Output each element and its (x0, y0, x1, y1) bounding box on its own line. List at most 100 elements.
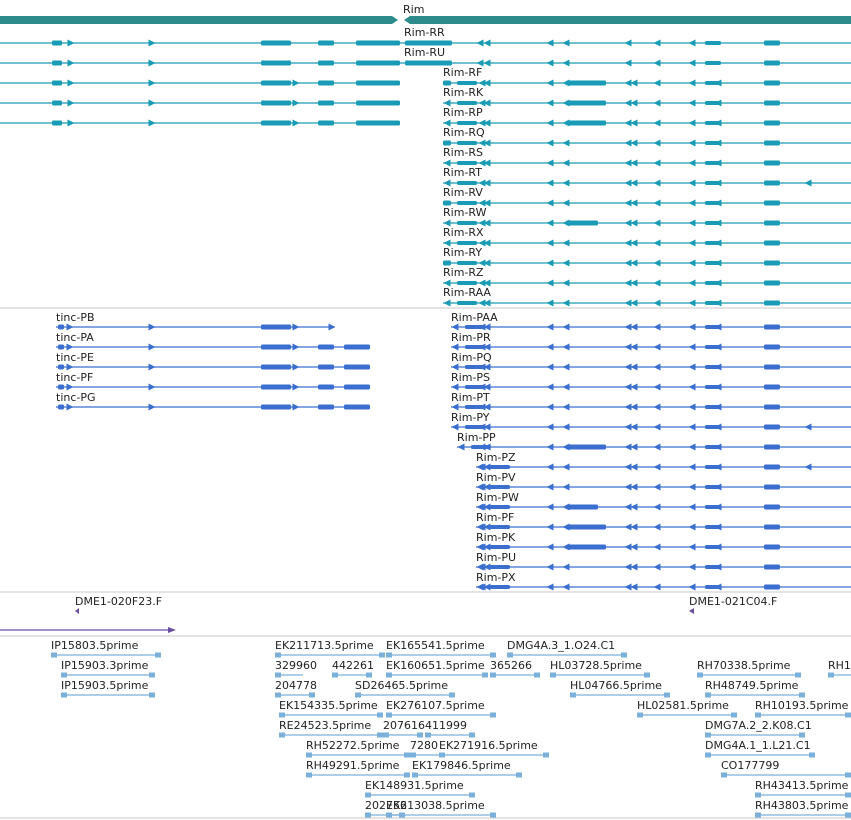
est-label[interactable]: EK179846.5prime (412, 759, 511, 772)
transcript-rim-rz[interactable]: Rim-RZ (443, 266, 851, 287)
transcript-label[interactable]: Rim-RW (443, 206, 487, 219)
transcript-label[interactable]: tinc-PG (56, 391, 96, 404)
transcript-label[interactable]: tinc-PE (56, 351, 94, 364)
transcript-tinc-pa[interactable]: tinc-PA (56, 331, 370, 351)
est-2[interactable]: IP15903.5prime (61, 679, 155, 698)
est-5[interactable]: DMG4A.3_1.O24.C1 (507, 639, 627, 658)
transcript-rim-pw[interactable]: Rim-PW (476, 491, 851, 511)
gene-rim[interactable]: Rim (0, 3, 851, 24)
est-label[interactable]: 411999 (425, 719, 467, 732)
transcript-tinc-pb[interactable]: tinc-PB (56, 311, 336, 331)
est-label[interactable]: 365266 (490, 659, 532, 672)
est-22[interactable]: 207616 (383, 719, 425, 738)
est-label[interactable]: EK276107.5prime (386, 699, 485, 712)
est-25[interactable]: RH52272.5prime (306, 739, 410, 758)
est-4[interactable]: EK165541.5prime (386, 639, 496, 658)
transcript-label[interactable]: Rim-RT (443, 166, 482, 179)
est-13[interactable]: 204778 (275, 679, 317, 698)
est-label[interactable]: DMG4A.1_1.L21.C1 (705, 739, 811, 752)
est-label[interactable]: EK165541.5prime (386, 639, 485, 652)
est-20[interactable]: RH10193.5prime (755, 699, 851, 718)
gene-label[interactable]: Rim (403, 3, 424, 16)
est-label[interactable]: EK211713.5prime (275, 639, 374, 652)
transcript-label[interactable]: Rim-PV (476, 471, 516, 484)
transcript-label[interactable]: Rim-RU (404, 46, 445, 59)
transcript-label[interactable]: tinc-PA (56, 331, 94, 344)
transcript-rim-pv[interactable]: Rim-PV (476, 471, 851, 491)
est-30[interactable]: EK179846.5prime (412, 759, 522, 778)
transcript-label[interactable]: Rim-PR (451, 331, 491, 344)
est-label[interactable]: HL04766.5prime (570, 679, 662, 692)
est-16[interactable]: RH48749.5prime (705, 679, 805, 698)
transcript-rim-pk[interactable]: Rim-PK (476, 531, 851, 551)
est-label[interactable]: EK160651.5prime (386, 659, 485, 672)
est-12[interactable]: RH1 (828, 659, 851, 678)
transcript-label[interactable]: Rim-PK (476, 531, 516, 544)
est-7[interactable]: 442261 (332, 659, 374, 678)
est-label[interactable]: EK271916.5prime (439, 739, 538, 752)
transcript-rim-pt[interactable]: Rim-PT (451, 391, 851, 411)
est-23[interactable]: 411999 (425, 719, 475, 738)
est-label[interactable]: RH1 (828, 659, 851, 672)
est-24[interactable]: DMG7A.2_2.K08.C1 (705, 719, 812, 738)
transcript-rim-pp[interactable]: Rim-PP (457, 431, 851, 451)
est-36[interactable]: RH43803.5prime (755, 799, 851, 818)
clone-dme1-021c04[interactable]: DME1-021C04.F (689, 595, 777, 614)
est-label[interactable]: 204778 (275, 679, 317, 692)
transcript-tinc-pf[interactable]: tinc-PF (56, 371, 370, 391)
transcript-label[interactable]: Rim-RQ (443, 126, 485, 139)
est-label[interactable]: 442261 (332, 659, 374, 672)
transcript-rim-pq[interactable]: Rim-PQ (451, 351, 851, 371)
est-label[interactable]: 7280 (410, 739, 438, 752)
est-label[interactable]: RH48749.5prime (705, 679, 799, 692)
transcript-rim-rx[interactable]: Rim-RX (443, 226, 851, 247)
est-6[interactable]: 329960 (275, 659, 317, 678)
est-label[interactable]: HL02581.5prime (637, 699, 729, 712)
transcript-rim-paa[interactable]: Rim-PAA (451, 311, 851, 331)
est-32[interactable]: EK148931.5prime (365, 779, 475, 798)
est-31[interactable]: CO177799 (721, 759, 851, 778)
transcript-label[interactable]: tinc-PF (56, 371, 93, 384)
transcript-rim-px[interactable]: Rim-PX (476, 571, 851, 591)
transcript-label[interactable]: Rim-RR (404, 26, 445, 39)
est-label[interactable]: RE24523.5prime (279, 719, 371, 732)
est-label[interactable]: SD26465.5prime (355, 679, 448, 692)
est-label[interactable]: RH52272.5prime (306, 739, 400, 752)
est-label[interactable]: RH10193.5prime (755, 699, 849, 712)
est-label[interactable]: RH43413.5prime (755, 779, 849, 792)
transcript-label[interactable]: Rim-PW (476, 491, 519, 504)
transcript-rim-raa[interactable]: Rim-RAA (443, 286, 851, 307)
est-label[interactable]: DMG7A.2_2.K08.C1 (705, 719, 812, 732)
est-1[interactable]: IP15903.3prime (61, 659, 155, 678)
transcript-rim-rr[interactable]: Rim-RR (0, 26, 851, 47)
transcript-label[interactable]: Rim-RP (443, 106, 483, 119)
est-label[interactable]: 207616 (383, 719, 425, 732)
transcript-label[interactable]: Rim-PY (451, 411, 490, 424)
est-33[interactable]: RH43413.5prime (755, 779, 851, 798)
est-18[interactable]: EK276107.5prime (386, 699, 496, 718)
transcript-label[interactable]: Rim-PZ (476, 451, 516, 464)
est-21[interactable]: RE24523.5prime (279, 719, 383, 738)
transcript-label[interactable]: Rim-RY (443, 246, 482, 259)
est-35[interactable]: EK213038.5prime (386, 799, 496, 818)
est-15[interactable]: HL04766.5prime (570, 679, 670, 698)
transcript-tinc-pg[interactable]: tinc-PG (56, 391, 370, 411)
est-label[interactable]: IP15903.3prime (61, 659, 149, 672)
est-17[interactable]: EK154335.5prime (279, 699, 383, 718)
est-label[interactable]: IP15903.5prime (61, 679, 149, 692)
est-label[interactable]: HL03728.5prime (550, 659, 642, 672)
transcript-rim-pr[interactable]: Rim-PR (451, 331, 851, 351)
transcript-rim-rk[interactable]: Rim-RK (0, 86, 851, 107)
est-27[interactable]: EK271916.5prime (439, 739, 549, 758)
transcript-label[interactable]: Rim-PP (457, 431, 496, 444)
est-label[interactable]: EK148931.5prime (365, 779, 464, 792)
est-label[interactable]: RH49291.5prime (306, 759, 400, 772)
est-label[interactable]: EK154335.5prime (279, 699, 378, 712)
est-8[interactable]: EK160651.5prime (386, 659, 488, 678)
est-3[interactable]: EK211713.5prime (275, 639, 385, 658)
transcript-label[interactable]: Rim-PQ (451, 351, 492, 364)
transcript-rim-pz[interactable]: Rim-PZ (476, 451, 851, 471)
est-11[interactable]: RH70338.5prime (697, 659, 801, 678)
transcript-label[interactable]: Rim-RX (443, 226, 484, 239)
transcript-label[interactable]: Rim-PAA (451, 311, 498, 324)
